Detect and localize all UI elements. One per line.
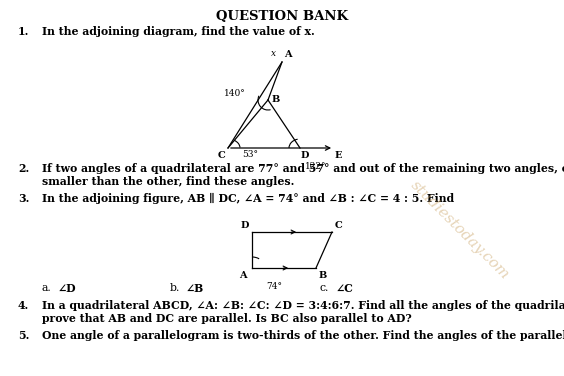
Text: A: A	[284, 50, 292, 59]
Text: One angle of a parallelogram is two-thirds of the other. Find the angles of the : One angle of a parallelogram is two-thir…	[42, 330, 564, 341]
Text: B: B	[319, 271, 327, 280]
Text: 140°: 140°	[224, 89, 246, 99]
Text: D: D	[241, 221, 249, 230]
Text: ∠C: ∠C	[336, 283, 354, 294]
Text: In a quadrilateral ABCD, ∠A: ∠B: ∠C: ∠D = 3:4:6:7. Find all the angles of the qu: In a quadrilateral ABCD, ∠A: ∠B: ∠C: ∠D …	[42, 300, 564, 311]
Text: 53°: 53°	[242, 150, 258, 159]
Text: ∠D: ∠D	[58, 283, 77, 294]
Text: smaller than the other, find these angles.: smaller than the other, find these angle…	[42, 176, 294, 187]
Text: D: D	[301, 151, 310, 160]
Text: E: E	[335, 151, 342, 160]
Text: studiestoday.com: studiestoday.com	[408, 178, 512, 282]
Text: ∠B: ∠B	[186, 283, 204, 294]
Text: C: C	[217, 151, 225, 160]
Text: 122°: 122°	[305, 162, 327, 171]
Text: b.: b.	[170, 283, 180, 293]
Text: a.: a.	[42, 283, 52, 293]
Text: x: x	[271, 49, 276, 58]
Text: B: B	[272, 94, 280, 103]
Text: A: A	[239, 271, 247, 280]
Text: 2.: 2.	[18, 163, 29, 174]
Text: C: C	[335, 221, 343, 230]
Text: If two angles of a quadrilateral are 77° and 57° and out of the remaining two an: If two angles of a quadrilateral are 77°…	[42, 163, 564, 174]
Text: prove that AB and DC are parallel. Is BC also parallel to AD?: prove that AB and DC are parallel. Is BC…	[42, 313, 412, 324]
Text: 4.: 4.	[18, 300, 29, 311]
Text: In the adjoining figure, AB ∥ DC, ∠A = 74° and ∠B : ∠C = 4 : 5. Find: In the adjoining figure, AB ∥ DC, ∠A = 7…	[42, 193, 454, 204]
Text: 5.: 5.	[18, 330, 29, 341]
Text: 1.: 1.	[18, 26, 29, 37]
Text: QUESTION BANK: QUESTION BANK	[216, 10, 348, 23]
Text: 74°: 74°	[266, 282, 282, 291]
Text: In the adjoining diagram, find the value of x.: In the adjoining diagram, find the value…	[42, 26, 315, 37]
Text: c.: c.	[320, 283, 329, 293]
Text: 3.: 3.	[18, 193, 29, 204]
